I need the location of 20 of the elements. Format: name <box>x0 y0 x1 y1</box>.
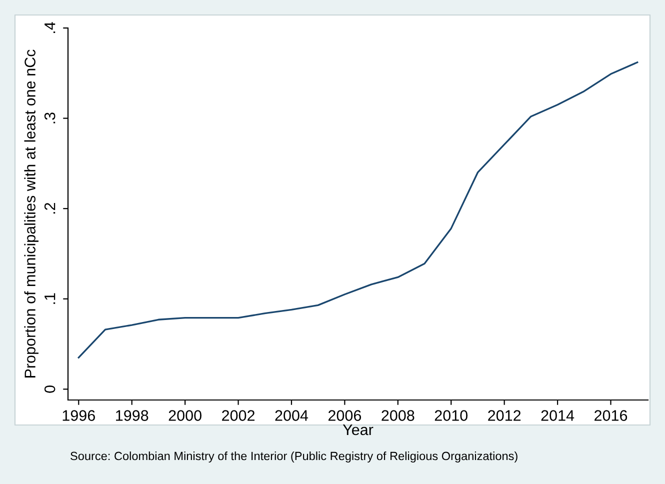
x-axis-title: Year <box>342 424 374 436</box>
x-tick-label: 2008 <box>382 410 414 421</box>
y-tick-label: .1 <box>44 293 56 304</box>
x-tick-label: 2016 <box>594 410 628 421</box>
source-note: Source: Colombian Ministry of the Interior (Public Registry of Religious Organizations) <box>70 451 518 462</box>
y-tick-label: .3 <box>44 112 56 124</box>
y-tick-label: .2 <box>44 202 56 214</box>
x-tick-label: 2014 <box>541 410 574 421</box>
x-tick-label: 2010 <box>434 410 468 421</box>
y-tick-label: 0 <box>44 386 56 393</box>
x-tick-label: 2000 <box>168 410 202 421</box>
x-tick-label: 2006 <box>328 410 362 421</box>
y-axis-title: Proportion of municipalities with at least one nCc <box>24 50 38 378</box>
x-tick-label: 1998 <box>116 410 148 421</box>
x-tick-label: 2004 <box>275 410 308 421</box>
line-series <box>78 61 638 358</box>
x-tick-label: 2012 <box>488 410 521 421</box>
y-tick-label: .4 <box>44 22 56 33</box>
x-tick-label: 2002 <box>222 410 255 421</box>
x-tick-label: 1996 <box>62 410 95 421</box>
